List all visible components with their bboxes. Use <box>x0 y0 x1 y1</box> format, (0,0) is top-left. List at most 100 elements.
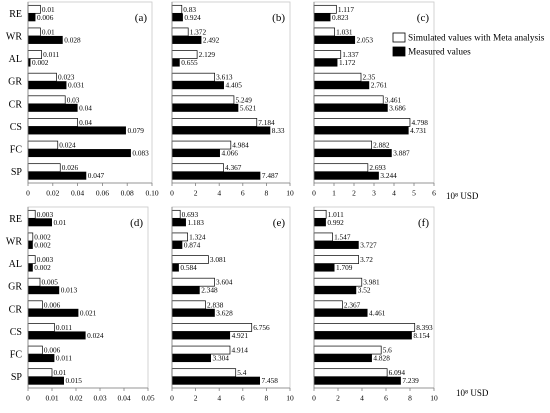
tick-label: 3 <box>372 189 376 198</box>
value-label-measured: 0.021 <box>80 308 97 317</box>
value-label-measured: 0.024 <box>87 331 104 340</box>
bar-simulated <box>27 209 36 219</box>
value-label-measured: 0.083 <box>132 149 149 158</box>
value-label-simulated: 6.094 <box>389 368 406 377</box>
bar-simulated <box>313 72 362 82</box>
value-label-measured: 2.492 <box>203 35 220 44</box>
value-label-measured: 3.727 <box>360 240 377 249</box>
value-label-simulated: 0.83 <box>183 5 196 14</box>
value-label-simulated: 2.35 <box>363 73 376 82</box>
bar-simulated <box>27 27 41 37</box>
value-label-simulated: 0.01 <box>42 27 55 36</box>
tick-label: 8 <box>265 189 269 198</box>
value-label-measured: 1.709 <box>336 263 353 272</box>
value-label-simulated: 4.367 <box>225 163 242 172</box>
bar-measured <box>172 103 239 112</box>
panel-label: (c) <box>417 12 430 24</box>
value-label-measured: 3.887 <box>393 149 410 158</box>
value-label-simulated: 3.081 <box>210 255 227 264</box>
tick-label: 4 <box>217 394 221 403</box>
bar-measured <box>28 263 33 272</box>
value-label-simulated: 0.011 <box>56 323 72 332</box>
value-label-measured: 1.183 <box>187 218 204 227</box>
value-label-simulated: 3.613 <box>216 73 233 82</box>
value-label-measured: 3.52 <box>358 286 371 295</box>
value-label-measured: 0.011 <box>56 354 72 363</box>
value-label-simulated: 0.01 <box>42 5 55 14</box>
bar-measured <box>28 308 79 317</box>
bar-simulated <box>313 140 372 150</box>
bar-measured <box>314 35 356 44</box>
value-label-simulated: 1.011 <box>328 210 344 219</box>
category-label: WR <box>6 236 22 247</box>
x-unit-label-top: 10⁸ USD <box>446 191 479 201</box>
bar-simulated <box>27 163 61 173</box>
bar-simulated <box>171 209 181 219</box>
value-label-simulated: 0.006 <box>44 346 61 355</box>
bar-measured <box>314 149 392 158</box>
value-label-measured: 4.066 <box>221 149 238 158</box>
value-label-simulated: 4.984 <box>232 141 249 150</box>
bar-measured <box>172 286 200 295</box>
category-label: RE <box>9 9 22 20</box>
bar-measured <box>314 308 368 317</box>
bar-measured <box>28 149 131 158</box>
value-label-measured: 0.013 <box>61 286 78 295</box>
bar-measured <box>172 35 202 44</box>
value-label-simulated: 5.6 <box>383 346 392 355</box>
tick-label: 0 <box>170 394 174 403</box>
panel-label: (f) <box>418 217 429 229</box>
value-label-measured: 4.828 <box>373 354 390 363</box>
bar-measured <box>314 58 338 67</box>
value-label-measured: 0.584 <box>180 263 197 272</box>
value-label-simulated: 0.026 <box>62 163 79 172</box>
value-label-measured: 7.487 <box>262 171 279 180</box>
bar-measured <box>172 263 179 272</box>
bar-measured <box>28 58 31 67</box>
value-label-simulated: 0.005 <box>42 278 59 287</box>
tick-label: 4 <box>360 394 364 403</box>
bar-measured <box>172 354 211 363</box>
bar-simulated <box>313 163 369 173</box>
value-label-measured: 0.924 <box>184 13 201 22</box>
tick-label: 0 <box>312 394 316 403</box>
bar-simulated <box>27 232 34 242</box>
tick-label: 5 <box>412 189 416 198</box>
value-label-measured: 0.015 <box>66 376 83 385</box>
value-label-simulated: 2.693 <box>369 163 386 172</box>
value-label-measured: 0.002 <box>34 263 51 272</box>
tick-label: 0.01 <box>45 394 58 403</box>
tick-label: 10 <box>286 394 294 403</box>
bar-measured <box>28 286 60 295</box>
value-label-simulated: 0.003 <box>37 255 54 264</box>
value-label-measured: 7.458 <box>262 376 279 385</box>
bar-measured <box>172 376 261 385</box>
bar-measured <box>314 81 370 90</box>
value-label-simulated: 1.117 <box>338 5 354 14</box>
tick-label: 4 <box>217 189 221 198</box>
value-label-simulated: 0.002 <box>34 232 51 241</box>
legend-label-simulated: Simulated values with Meta analysis <box>408 34 545 44</box>
value-label-simulated: 6.756 <box>253 323 270 332</box>
value-label-measured: 5.621 <box>240 103 257 112</box>
bar-measured <box>314 240 359 249</box>
bar-measured <box>172 81 224 90</box>
value-label-simulated: 4.914 <box>231 346 248 355</box>
panel-label: (b) <box>272 12 285 24</box>
bar-measured <box>314 354 372 363</box>
bar-simulated <box>313 277 363 287</box>
bar-measured <box>28 171 87 180</box>
bar-measured <box>314 331 412 340</box>
value-label-simulated: 1.031 <box>336 27 353 36</box>
bar-measured <box>28 13 36 22</box>
value-label-measured: 0.04 <box>79 103 92 112</box>
bar-measured <box>28 35 63 44</box>
legend-label-measured: Measured values <box>408 48 471 58</box>
legend: Simulated values with Meta analysis Meas… <box>392 32 545 58</box>
bar-simulated <box>27 345 43 355</box>
value-label-measured: 4.731 <box>410 126 427 135</box>
value-label-measured: 0.874 <box>184 240 201 249</box>
value-label-measured: 0.031 <box>68 81 85 90</box>
